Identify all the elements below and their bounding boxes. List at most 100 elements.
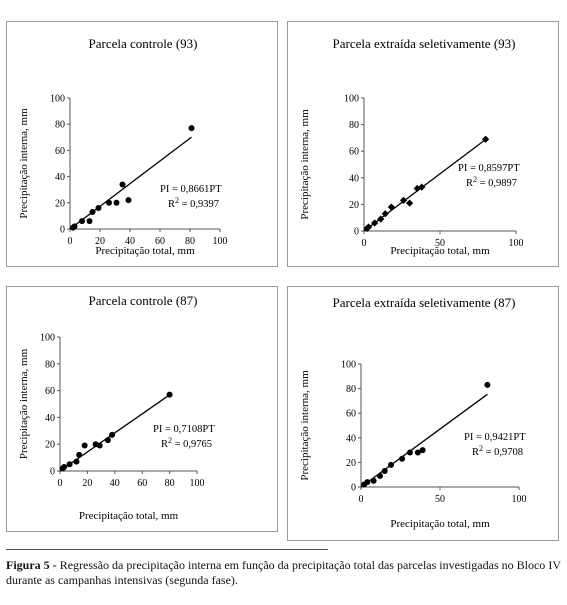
y-tick-label: 0	[50, 467, 55, 478]
x-tick-label: 50	[435, 494, 445, 505]
data-point	[484, 381, 491, 388]
y-tick-label: 80	[349, 120, 359, 131]
y-tick-label: 40	[346, 433, 356, 444]
caption-label: Figura 5 -	[6, 558, 57, 572]
y-tick-label: 40	[45, 413, 55, 424]
data-point	[61, 463, 68, 470]
x-tick-label: 20	[95, 236, 105, 247]
x-tick-label: 100	[509, 238, 524, 249]
data-point	[76, 451, 83, 458]
data-point	[188, 125, 195, 132]
caption-text: Regressão da precipitação interna em fun…	[6, 558, 561, 587]
data-point	[109, 431, 116, 438]
data-point	[79, 218, 85, 225]
data-point	[414, 449, 421, 456]
x-tick-label: 0	[362, 238, 367, 249]
y-tick-label: 60	[45, 386, 55, 397]
data-point	[406, 449, 413, 456]
y-tick-label: 60	[55, 146, 65, 157]
r-squared-label: R2 = 0,9897	[466, 175, 517, 189]
data-point	[125, 197, 132, 204]
y-tick-label: 20	[45, 440, 55, 451]
y-axis-label: Precipitação interna, mm	[18, 348, 30, 459]
r-squared-label: R2 = 0,9765	[161, 436, 212, 450]
chart-title: Parcela controle (93)	[88, 36, 197, 51]
data-point	[71, 223, 78, 230]
scatter-plot: Parcela controle (93) 0 20 40 60 80 100 0 20 40 60…	[18, 36, 228, 257]
x-tick-label: 100	[512, 494, 527, 505]
chart-panel-controle-93: Parcela controle (93) 0 20 40 60 80 100 0 20 40 60…	[6, 21, 278, 267]
x-tick-label: 0	[359, 494, 364, 505]
data-point	[387, 203, 395, 211]
y-tick-label: 80	[45, 359, 55, 370]
data-point	[89, 208, 96, 215]
caption-divider	[6, 549, 328, 550]
data-point	[381, 468, 388, 475]
regression-equation: PI = 0,8597PT	[458, 163, 520, 174]
scatter-plot: Parcela extraída seletivamente (87) 0 20 40…	[299, 295, 527, 530]
x-axis-label: Precipitação total, mm	[390, 245, 490, 257]
y-tick-label: 100	[40, 333, 55, 344]
y-tick-label: 20	[349, 200, 359, 211]
x-tick-label: 80	[185, 236, 195, 247]
x-tick-label: 50	[435, 238, 445, 249]
r-squared-label: R2 = 0,9708	[472, 444, 523, 458]
y-tick-label: 0	[60, 225, 65, 236]
x-tick-label: 100	[190, 478, 205, 489]
x-tick-label: 40	[110, 478, 120, 489]
figure-caption: Figura 5 - Regressão da precipitação int…	[6, 558, 561, 588]
y-tick-label: 100	[341, 360, 356, 371]
x-tick-label: 20	[82, 478, 92, 489]
data-point	[377, 215, 385, 223]
x-tick-label: 80	[165, 478, 175, 489]
y-tick-label: 40	[55, 172, 65, 183]
y-axis-label: Precipitação interna, mm	[18, 108, 30, 219]
x-axis-label: Precipitação total, mm	[390, 518, 490, 530]
x-tick-label: 60	[137, 478, 147, 489]
regression-equation: PI = 0,8661PT	[160, 184, 222, 195]
y-tick-label: 60	[349, 147, 359, 158]
regression-equation: PI = 0,7108PT	[153, 424, 215, 435]
x-tick-label: 100	[213, 236, 228, 247]
data-point	[73, 458, 80, 465]
data-point	[166, 391, 173, 398]
data-point	[418, 183, 426, 191]
y-tick-label: 80	[346, 384, 356, 395]
data-point	[119, 181, 126, 188]
data-point	[66, 461, 73, 468]
x-axis-label: Precipitação total, mm	[79, 510, 179, 522]
y-tick-label: 60	[346, 409, 356, 420]
x-tick-label: 0	[68, 236, 73, 247]
x-tick-label: 60	[155, 236, 165, 247]
data-point	[106, 199, 112, 206]
chart-panel-extraida-87: Parcela extraída seletivamente (87) 0 20 40…	[287, 286, 559, 541]
data-point	[419, 447, 426, 454]
regression-equation: PI = 0,9421PT	[464, 432, 526, 443]
chart-panel-extraida-93: Parcela extraída seletivamente (93) 0 20 40…	[287, 21, 559, 267]
data-point	[399, 455, 406, 462]
scatter-plot: Parcela controle (87) 0 20 40 60 80 100 0 20 40 60…	[18, 293, 215, 522]
y-axis-label: Precipitação interna, mm	[299, 109, 311, 220]
data-point	[388, 461, 395, 468]
data-point	[364, 479, 371, 486]
data-point	[86, 218, 93, 225]
data-point	[370, 477, 377, 484]
x-tick-label: 40	[125, 236, 135, 247]
y-tick-label: 40	[349, 173, 359, 184]
x-tick-label: 0	[58, 478, 63, 489]
chart-title: Parcela extraída seletivamente (93)	[333, 36, 516, 51]
y-tick-label: 0	[351, 483, 356, 494]
y-axis-label: Precipitação interna, mm	[299, 370, 311, 481]
x-axis-label: Precipitação total, mm	[95, 245, 195, 257]
y-tick-label: 0	[354, 227, 359, 238]
y-tick-label: 100	[50, 94, 65, 105]
y-tick-label: 100	[344, 94, 359, 105]
chart-title: Parcela controle (87)	[88, 293, 197, 308]
y-tick-label: 80	[55, 120, 65, 131]
regression-line	[59, 394, 170, 472]
data-point	[113, 199, 120, 206]
r-squared-label: R2 = 0,9397	[168, 196, 219, 210]
data-point	[376, 472, 383, 479]
data-point	[96, 442, 103, 449]
y-tick-label: 20	[55, 198, 65, 209]
